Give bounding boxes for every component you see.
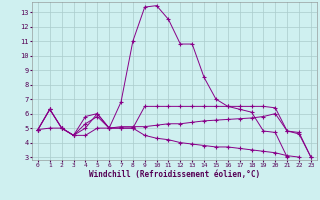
X-axis label: Windchill (Refroidissement éolien,°C): Windchill (Refroidissement éolien,°C): [89, 170, 260, 179]
